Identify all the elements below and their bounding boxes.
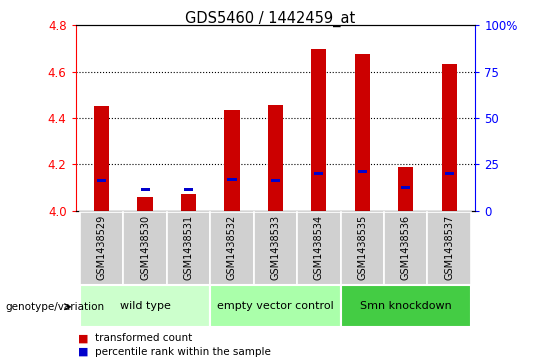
Text: GSM1438537: GSM1438537 — [444, 215, 454, 280]
Text: genotype/variation: genotype/variation — [5, 302, 105, 312]
Bar — [123, 212, 167, 285]
Bar — [224, 110, 240, 211]
Text: transformed count: transformed count — [94, 333, 192, 343]
Bar — [401, 186, 410, 189]
Bar — [357, 170, 367, 173]
Text: empty vector control: empty vector control — [217, 301, 334, 311]
Bar — [184, 188, 193, 191]
Bar — [210, 212, 254, 285]
Bar — [268, 105, 283, 211]
Bar — [138, 197, 153, 211]
Bar — [311, 49, 327, 211]
Bar — [271, 179, 280, 182]
Bar — [80, 285, 210, 327]
Bar — [94, 106, 109, 211]
Bar — [181, 194, 196, 211]
Text: GSM1438536: GSM1438536 — [401, 215, 411, 280]
Bar — [297, 212, 341, 285]
Text: GSM1438535: GSM1438535 — [357, 215, 367, 280]
Bar — [210, 285, 341, 327]
Text: wild type: wild type — [120, 301, 171, 311]
Text: GSM1438530: GSM1438530 — [140, 215, 150, 280]
Bar — [341, 285, 471, 327]
Text: GSM1438532: GSM1438532 — [227, 215, 237, 280]
Text: ■: ■ — [78, 347, 89, 357]
Bar — [398, 167, 413, 211]
Bar — [314, 172, 323, 175]
Text: GSM1438533: GSM1438533 — [271, 215, 280, 280]
Bar — [227, 178, 237, 181]
Bar — [384, 212, 428, 285]
Text: GSM1438529: GSM1438529 — [97, 215, 107, 280]
Text: percentile rank within the sample: percentile rank within the sample — [94, 347, 271, 357]
Bar — [80, 212, 123, 285]
Bar — [444, 172, 454, 175]
Bar — [254, 212, 297, 285]
Text: ■: ■ — [78, 333, 89, 343]
Bar — [167, 212, 210, 285]
Text: GSM1438534: GSM1438534 — [314, 215, 324, 280]
Bar — [442, 64, 457, 211]
Bar — [341, 212, 384, 285]
Bar — [428, 212, 471, 285]
Text: GSM1438531: GSM1438531 — [184, 215, 193, 280]
Bar — [140, 188, 150, 191]
Bar — [355, 54, 370, 211]
Bar — [97, 179, 106, 182]
Text: GDS5460 / 1442459_at: GDS5460 / 1442459_at — [185, 11, 355, 27]
Text: Smn knockdown: Smn knockdown — [360, 301, 451, 311]
